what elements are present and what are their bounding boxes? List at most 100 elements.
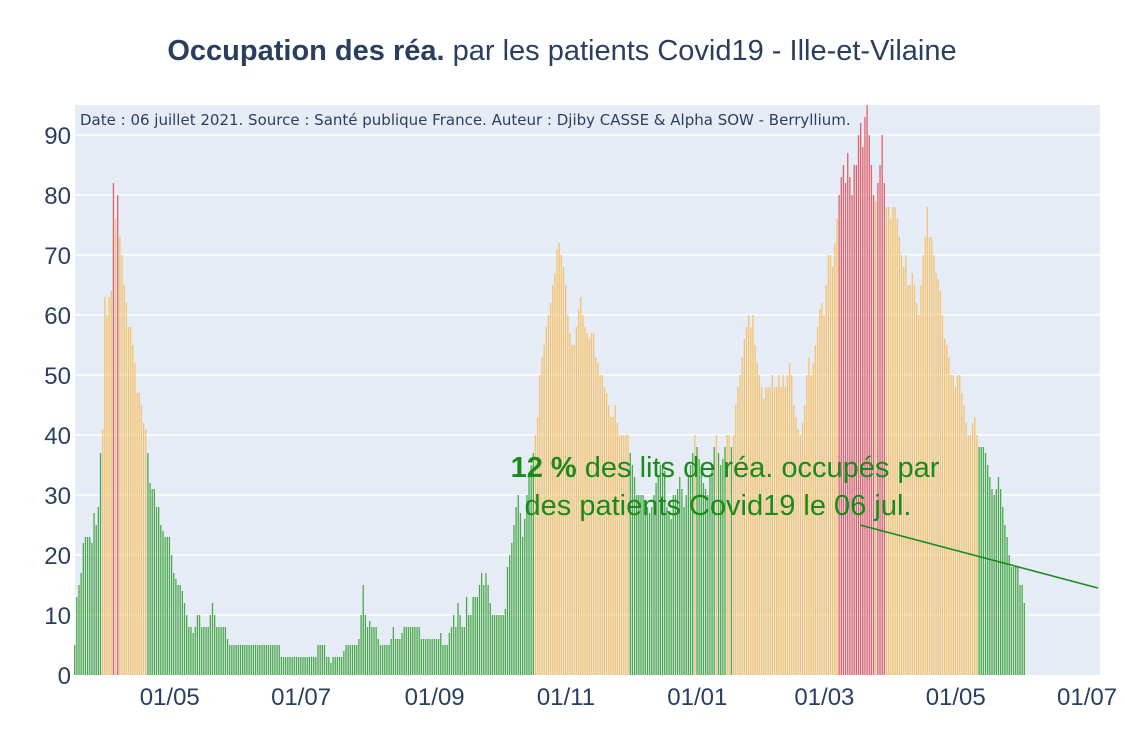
bar (218, 627, 220, 675)
bar (954, 387, 957, 675)
bar (130, 327, 132, 675)
bar (186, 615, 188, 675)
bar (653, 495, 655, 675)
bar (849, 177, 851, 675)
bar (860, 123, 862, 675)
bar (123, 285, 125, 675)
bar (291, 657, 293, 675)
bar (586, 333, 588, 675)
bar (659, 465, 662, 675)
bar (584, 327, 586, 675)
bar (134, 363, 136, 675)
bar (164, 537, 166, 675)
bar (851, 195, 853, 675)
bar (816, 327, 819, 675)
bar (493, 615, 496, 675)
bar (601, 375, 603, 675)
bar (401, 633, 403, 675)
bar (963, 405, 965, 675)
bar (739, 375, 741, 675)
bar (524, 519, 526, 675)
bar (896, 219, 898, 675)
bar (265, 645, 267, 675)
bar (597, 363, 599, 675)
bar (91, 543, 93, 675)
bar (922, 255, 924, 675)
bar (506, 567, 509, 675)
bar (801, 423, 804, 675)
bar (987, 465, 989, 675)
bar (825, 285, 827, 675)
bar (315, 657, 317, 675)
bar (741, 357, 743, 675)
annotation-arrow (859, 524, 1099, 589)
bar (829, 255, 832, 675)
bars (74, 105, 1025, 675)
bar (610, 417, 612, 675)
bar (263, 645, 265, 675)
bar (636, 495, 638, 675)
bar (539, 375, 541, 675)
bar (114, 219, 117, 675)
bar (181, 591, 183, 675)
bar (612, 417, 614, 675)
bar (425, 639, 427, 675)
bar (560, 255, 562, 675)
bar (250, 645, 252, 675)
bar (711, 465, 713, 675)
bar (138, 393, 140, 675)
bar (694, 435, 696, 675)
bar (791, 375, 793, 675)
bar (274, 645, 276, 675)
bar (1010, 567, 1013, 675)
bar (713, 447, 715, 675)
bar (112, 183, 115, 675)
x-tick-label: 01/01 (667, 684, 727, 711)
bar (375, 627, 377, 675)
bar (679, 477, 681, 675)
y-tick-label: 50 (44, 363, 71, 390)
bar (313, 657, 315, 675)
bar (431, 639, 433, 675)
bar (971, 423, 974, 675)
bar (993, 495, 995, 675)
bar (724, 447, 726, 675)
x-tick-label: 01/07 (271, 684, 331, 711)
bar (999, 489, 1002, 675)
chart-title: Occupation des réa. par les patients Cov… (167, 35, 956, 67)
bar (836, 219, 838, 675)
bar (545, 327, 547, 675)
bar (670, 519, 672, 675)
bar (853, 165, 855, 675)
bar (328, 657, 330, 675)
bar (446, 645, 448, 675)
bar (558, 243, 560, 675)
bar (222, 627, 224, 675)
bar (125, 303, 128, 675)
bar (571, 345, 573, 675)
bar (717, 453, 720, 675)
bar (827, 255, 829, 675)
bar (672, 495, 674, 675)
bar (485, 573, 487, 675)
bar (74, 645, 76, 675)
bar (692, 453, 694, 675)
bar (371, 627, 373, 675)
bar (465, 597, 468, 675)
bar (928, 237, 931, 675)
bar (924, 237, 926, 675)
bar (640, 495, 642, 675)
bar (982, 447, 985, 675)
bar (920, 285, 922, 675)
bar (903, 267, 905, 675)
bar (213, 615, 216, 675)
bar (207, 627, 209, 675)
bar (153, 489, 155, 675)
bar (384, 645, 386, 675)
bar (481, 573, 483, 675)
bar (743, 339, 746, 675)
bar (302, 657, 304, 675)
bar (715, 435, 718, 675)
bar (360, 615, 362, 675)
bar (689, 465, 692, 675)
